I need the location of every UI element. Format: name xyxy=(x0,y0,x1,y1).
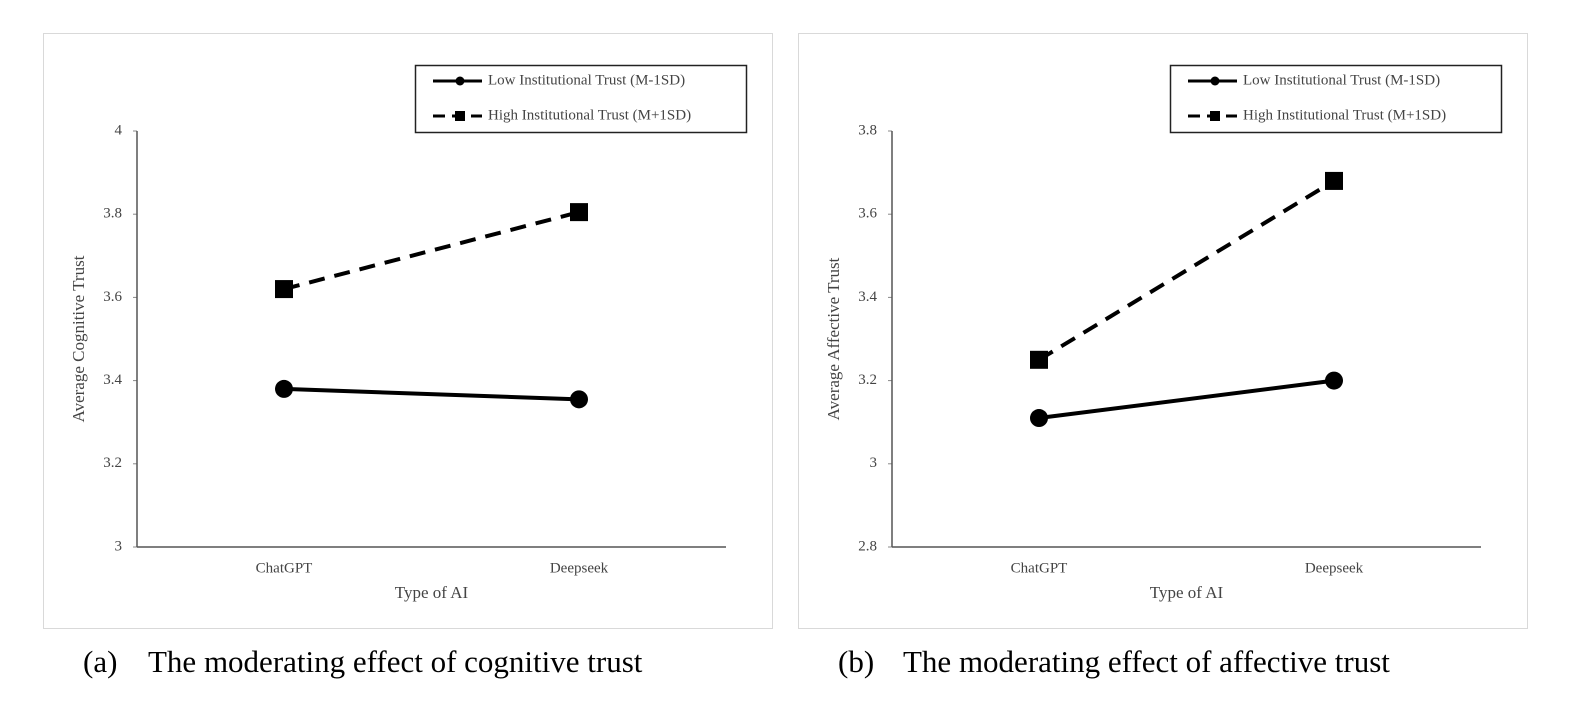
y-tick-label: 3.4 xyxy=(103,372,122,388)
x-tick-label: Deepseek xyxy=(550,560,609,576)
square-marker xyxy=(1325,171,1343,190)
circle-marker xyxy=(570,390,588,409)
x-axis-label: Type of AI xyxy=(395,583,469,602)
legend-box xyxy=(1169,64,1503,134)
y-tick-label: 3.6 xyxy=(103,289,122,305)
circle-marker xyxy=(455,76,465,86)
square-marker xyxy=(455,111,465,121)
y-tick-label: 4 xyxy=(115,122,123,138)
circle-marker xyxy=(1030,409,1048,428)
y-tick-label: 3.6 xyxy=(858,206,877,222)
y-tick-label: 3.8 xyxy=(858,122,877,138)
caption: The moderating effect of cognitive trust xyxy=(148,644,643,679)
legend-box xyxy=(414,64,748,134)
panel-frame xyxy=(798,33,1528,629)
square-marker xyxy=(275,280,293,299)
series-line xyxy=(283,210,580,292)
y-axis-label: Average Cognitive Trust xyxy=(69,255,88,422)
series-line xyxy=(1037,179,1336,362)
square-marker xyxy=(1030,350,1048,369)
chart-panel: 2.8 3 3.2 3.4 3.6 3.8 ChatGPT Deepseek Type of A… xyxy=(798,33,1528,679)
y-tick-label: 3.8 xyxy=(103,206,122,222)
y-tick-label: 3.2 xyxy=(103,455,122,471)
legend-label: Low Institutional Trust (M-1SD) xyxy=(1243,72,1440,88)
circle-marker xyxy=(1325,371,1343,390)
y-tick-label: 3.2 xyxy=(858,372,877,388)
x-tick-label: Deepseek xyxy=(1305,560,1364,576)
legend-label: High Institutional Trust (M+1SD) xyxy=(488,107,691,123)
y-tick-label: 3 xyxy=(115,538,123,554)
square-marker xyxy=(570,203,588,222)
x-tick-label: ChatGPT xyxy=(256,560,313,576)
series-line xyxy=(1038,378,1335,421)
series-line xyxy=(283,386,580,402)
panel-frame xyxy=(43,33,773,629)
y-tick-label: 3 xyxy=(870,455,878,471)
x-axis-label: Type of AI xyxy=(1150,583,1224,602)
y-tick-label: 2.8 xyxy=(858,538,877,554)
caption-label: (b) xyxy=(838,644,874,679)
legend-label: Low Institutional Trust (M-1SD) xyxy=(488,72,685,88)
circle-marker xyxy=(275,379,293,398)
caption-label: (a) xyxy=(83,644,117,679)
legend-label: High Institutional Trust (M+1SD) xyxy=(1243,107,1446,123)
y-axis-label: Average Affective Trust xyxy=(824,257,843,420)
circle-marker xyxy=(1210,76,1220,86)
y-tick-label: 3.4 xyxy=(858,289,877,305)
square-marker xyxy=(1210,111,1220,121)
chart-panel: 3 3.2 3.4 3.6 3.8 4 ChatGPT Deepseek Type of AI A… xyxy=(43,33,773,679)
x-tick-label: ChatGPT xyxy=(1011,560,1068,576)
caption: The moderating effect of affective trust xyxy=(903,644,1390,679)
